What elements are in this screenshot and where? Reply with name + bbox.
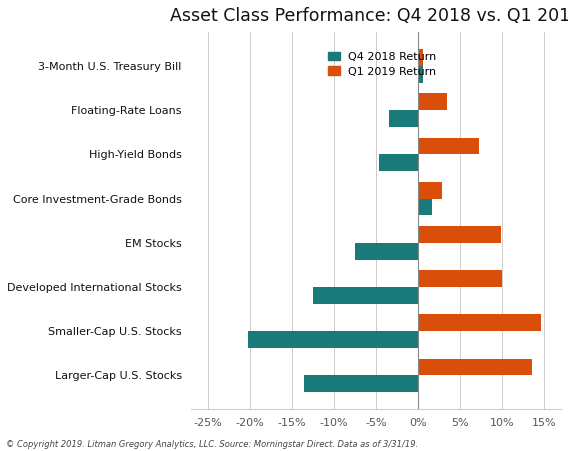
Bar xyxy=(418,138,479,154)
Bar xyxy=(418,270,502,287)
Bar xyxy=(389,110,418,127)
Bar xyxy=(379,154,418,171)
Legend: Q4 2018 Return, Q1 2019 Return: Q4 2018 Return, Q1 2019 Return xyxy=(324,47,441,81)
Bar xyxy=(418,198,432,215)
Bar xyxy=(248,331,418,348)
Bar xyxy=(313,287,418,304)
Title: Asset Class Performance: Q4 2018 vs. Q1 2019: Asset Class Performance: Q4 2018 vs. Q1 … xyxy=(170,7,568,25)
Bar xyxy=(418,49,423,66)
Bar xyxy=(418,182,442,198)
Bar xyxy=(418,314,541,331)
Bar xyxy=(304,375,418,392)
Bar xyxy=(418,359,532,375)
Bar xyxy=(418,93,448,110)
Bar xyxy=(418,226,502,243)
Bar xyxy=(418,66,423,83)
Text: © Copyright 2019. Litman Gregory Analytics, LLC. Source: Morningstar Direct. Dat: © Copyright 2019. Litman Gregory Analyti… xyxy=(6,440,418,449)
Bar xyxy=(355,243,418,259)
